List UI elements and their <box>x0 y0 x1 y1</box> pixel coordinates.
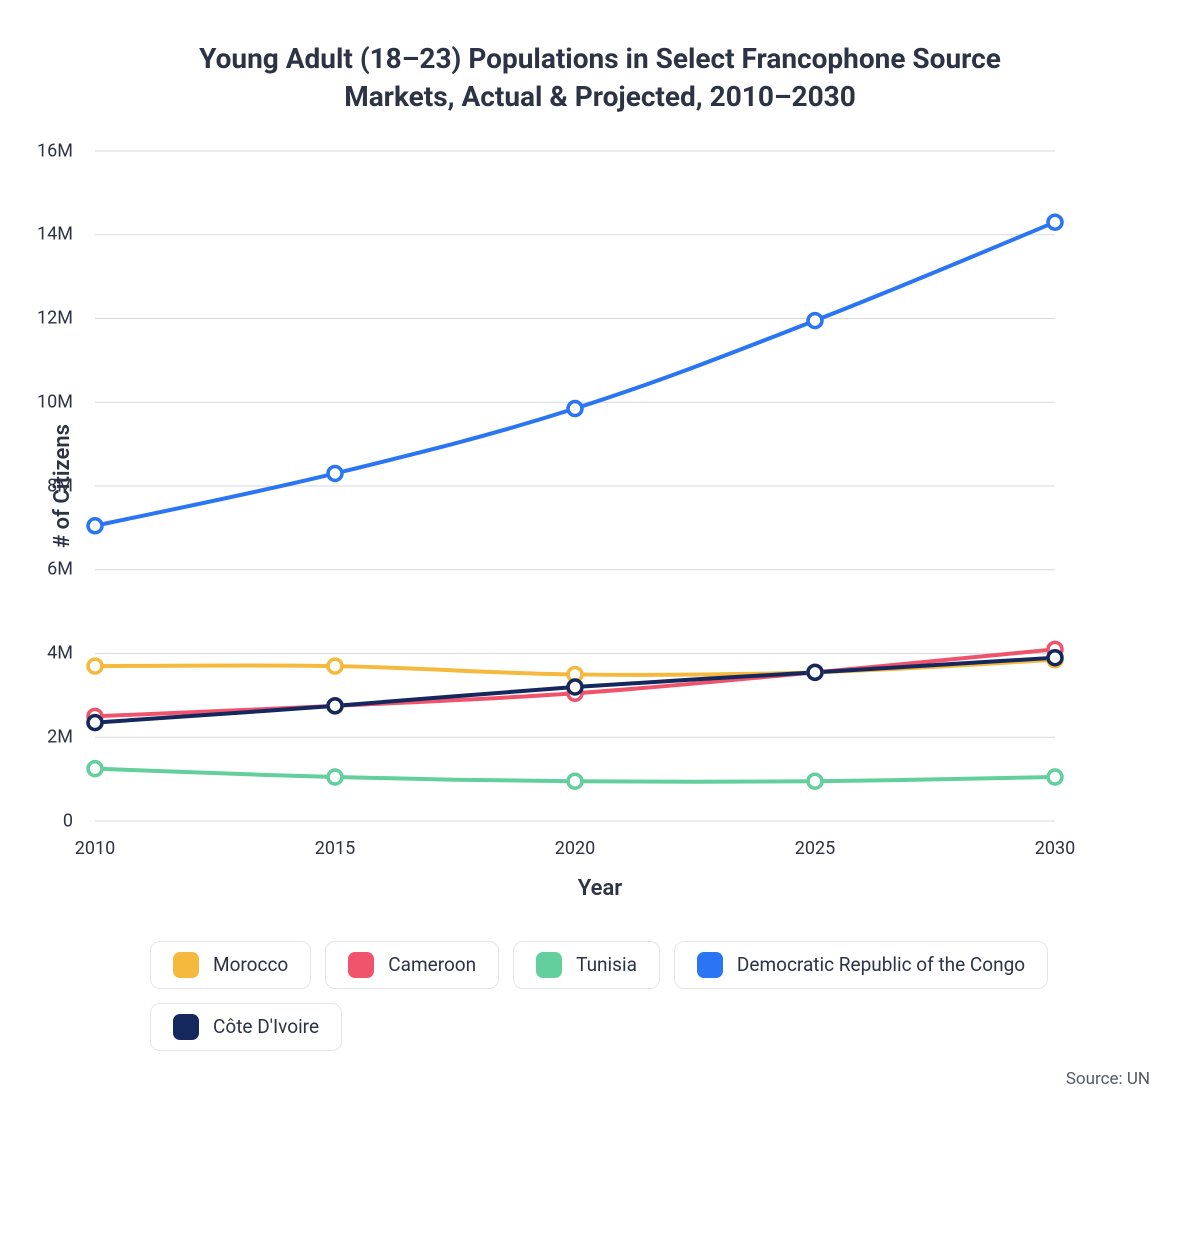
series-marker <box>1048 650 1062 664</box>
chart-title: Young Adult (18–23) Populations in Selec… <box>150 40 1050 116</box>
legend-label: Morocco <box>213 953 288 976</box>
source-label: Source: UN <box>40 1069 1160 1089</box>
series-marker <box>328 466 342 480</box>
legend-swatch <box>173 952 199 978</box>
series-marker <box>808 313 822 327</box>
legend: Morocco Cameroon Tunisia Democratic Republi… <box>150 941 1130 1051</box>
series-marker <box>88 761 102 775</box>
y-tick-label: 2M <box>47 726 85 747</box>
series-marker <box>568 401 582 415</box>
chart-svg <box>85 146 1065 826</box>
series-marker <box>88 659 102 673</box>
x-tick-label: 2020 <box>555 826 595 859</box>
series-marker <box>808 774 822 788</box>
legend-item[interactable]: Cameroon <box>325 941 499 989</box>
series-line <box>95 222 1055 526</box>
series-marker <box>808 665 822 679</box>
y-tick-label: 10M <box>37 391 85 412</box>
legend-swatch <box>697 952 723 978</box>
y-tick-label: 16M <box>37 140 85 161</box>
plot-wrap: # of Citizens 02M4M6M8M10M12M14M16M20102… <box>40 146 1160 826</box>
series-marker <box>328 770 342 784</box>
chart-container: Young Adult (18–23) Populations in Selec… <box>0 0 1200 1234</box>
x-tick-label: 2030 <box>1035 826 1075 859</box>
series-marker <box>1048 770 1062 784</box>
x-tick-label: 2015 <box>315 826 355 859</box>
legend-label: Tunisia <box>576 953 637 976</box>
y-tick-label: 12M <box>37 308 85 329</box>
legend-label: Democratic Republic of the Congo <box>737 953 1025 976</box>
y-tick-label: 6M <box>47 559 85 580</box>
series-marker <box>568 680 582 694</box>
legend-item[interactable]: Côte D'Ivoire <box>150 1003 342 1051</box>
y-tick-label: 4M <box>47 643 85 664</box>
series-marker <box>1048 215 1062 229</box>
legend-item[interactable]: Democratic Republic of the Congo <box>674 941 1048 989</box>
y-tick-label: 14M <box>37 224 85 245</box>
y-tick-label: 8M <box>47 475 85 496</box>
series-marker <box>328 659 342 673</box>
plot-area: 02M4M6M8M10M12M14M16M2010201520202025203… <box>85 146 1065 826</box>
legend-swatch <box>536 952 562 978</box>
x-axis-label: Year <box>40 876 1160 901</box>
legend-swatch <box>348 952 374 978</box>
legend-item[interactable]: Tunisia <box>513 941 660 989</box>
series-marker <box>88 715 102 729</box>
legend-label: Côte D'Ivoire <box>213 1015 319 1038</box>
series-marker <box>568 774 582 788</box>
x-tick-label: 2010 <box>75 826 115 859</box>
series-marker <box>88 518 102 532</box>
legend-item[interactable]: Morocco <box>150 941 311 989</box>
legend-label: Cameroon <box>388 953 476 976</box>
x-tick-label: 2025 <box>795 826 835 859</box>
series-marker <box>328 698 342 712</box>
legend-swatch <box>173 1014 199 1040</box>
